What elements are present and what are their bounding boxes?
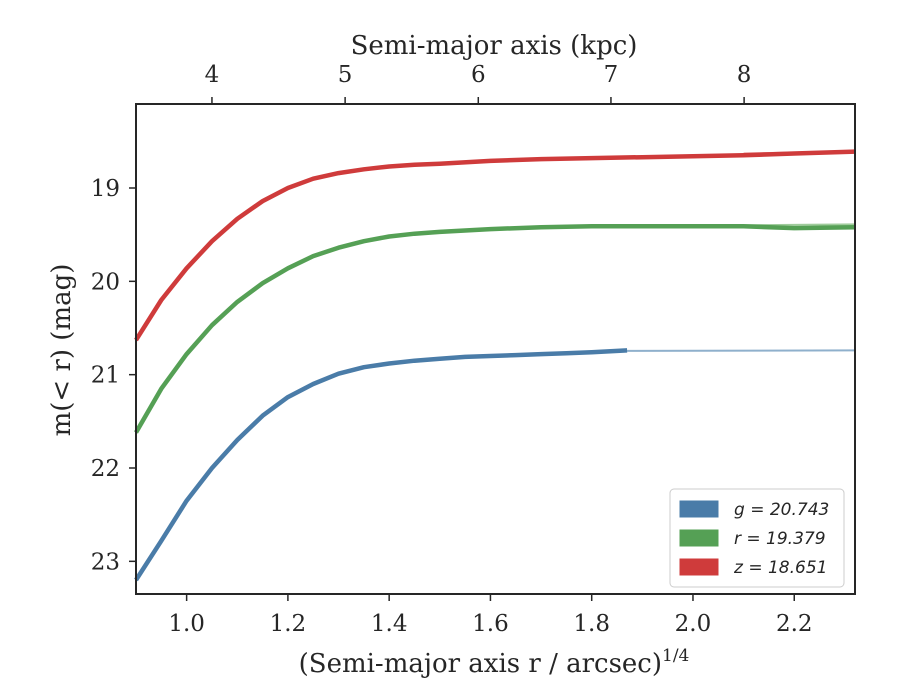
x-tick-label: 2.2	[776, 611, 813, 637]
x-tick-label: 1.4	[371, 611, 408, 637]
y-tick-label: 21	[91, 363, 120, 389]
x-axis-title: (Semi-major axis r / arcsec)1/4	[299, 646, 690, 679]
legend-swatch-0	[679, 500, 719, 518]
x-tick-label: 2.0	[675, 611, 712, 637]
x-tick-label: 1.0	[168, 611, 205, 637]
series-extrapolation-0	[627, 349, 856, 352]
y-axis-left: 19 20 21 22 23	[91, 176, 136, 575]
x-axis-title-text: (Semi-major axis r / arcsec)	[299, 649, 662, 679]
y-tick-label: 23	[91, 549, 120, 575]
top-tick-label: 5	[338, 62, 353, 88]
x-tick-label: 1.6	[472, 611, 509, 637]
x-tick-label: 1.2	[270, 611, 307, 637]
x-axis-bottom: 1.0 1.2 1.4 1.6 1.8 2.0 2.2	[168, 594, 813, 637]
legend-swatch-1	[679, 529, 719, 547]
series-line-0	[134, 348, 628, 582]
x-axis-title-exponent: 1/4	[662, 646, 689, 666]
top-tick-label: 4	[205, 62, 220, 88]
legend-label-1: r = 19.379	[734, 529, 826, 549]
x-tick-label: 1.8	[573, 611, 610, 637]
plot-frame	[135, 103, 856, 595]
series-line-1	[134, 224, 856, 434]
y-tick-label: 22	[91, 456, 120, 482]
legend-swatch-2	[679, 558, 719, 576]
legend-label-0: g = 20.743	[734, 500, 829, 520]
top-tick-label: 8	[737, 62, 752, 88]
series-layer	[134, 149, 856, 582]
legend-items: g = 20.743 r = 19.379 z = 18.651	[679, 500, 829, 578]
x-axis-top: 4 5 6 7 8	[205, 62, 752, 104]
y-tick-label: 19	[91, 176, 120, 202]
y-axis-title: m(< r) (mag)	[47, 264, 77, 437]
top-tick-label: 6	[471, 62, 486, 88]
series-line-2	[134, 149, 856, 342]
top-axis-title: Semi-major axis (kpc)	[351, 31, 638, 61]
legend-label-2: z = 18.651	[733, 558, 827, 578]
legend: g = 20.743 r = 19.379 z = 18.651	[669, 488, 845, 588]
top-tick-label: 7	[604, 62, 619, 88]
y-tick-label: 20	[91, 269, 120, 295]
